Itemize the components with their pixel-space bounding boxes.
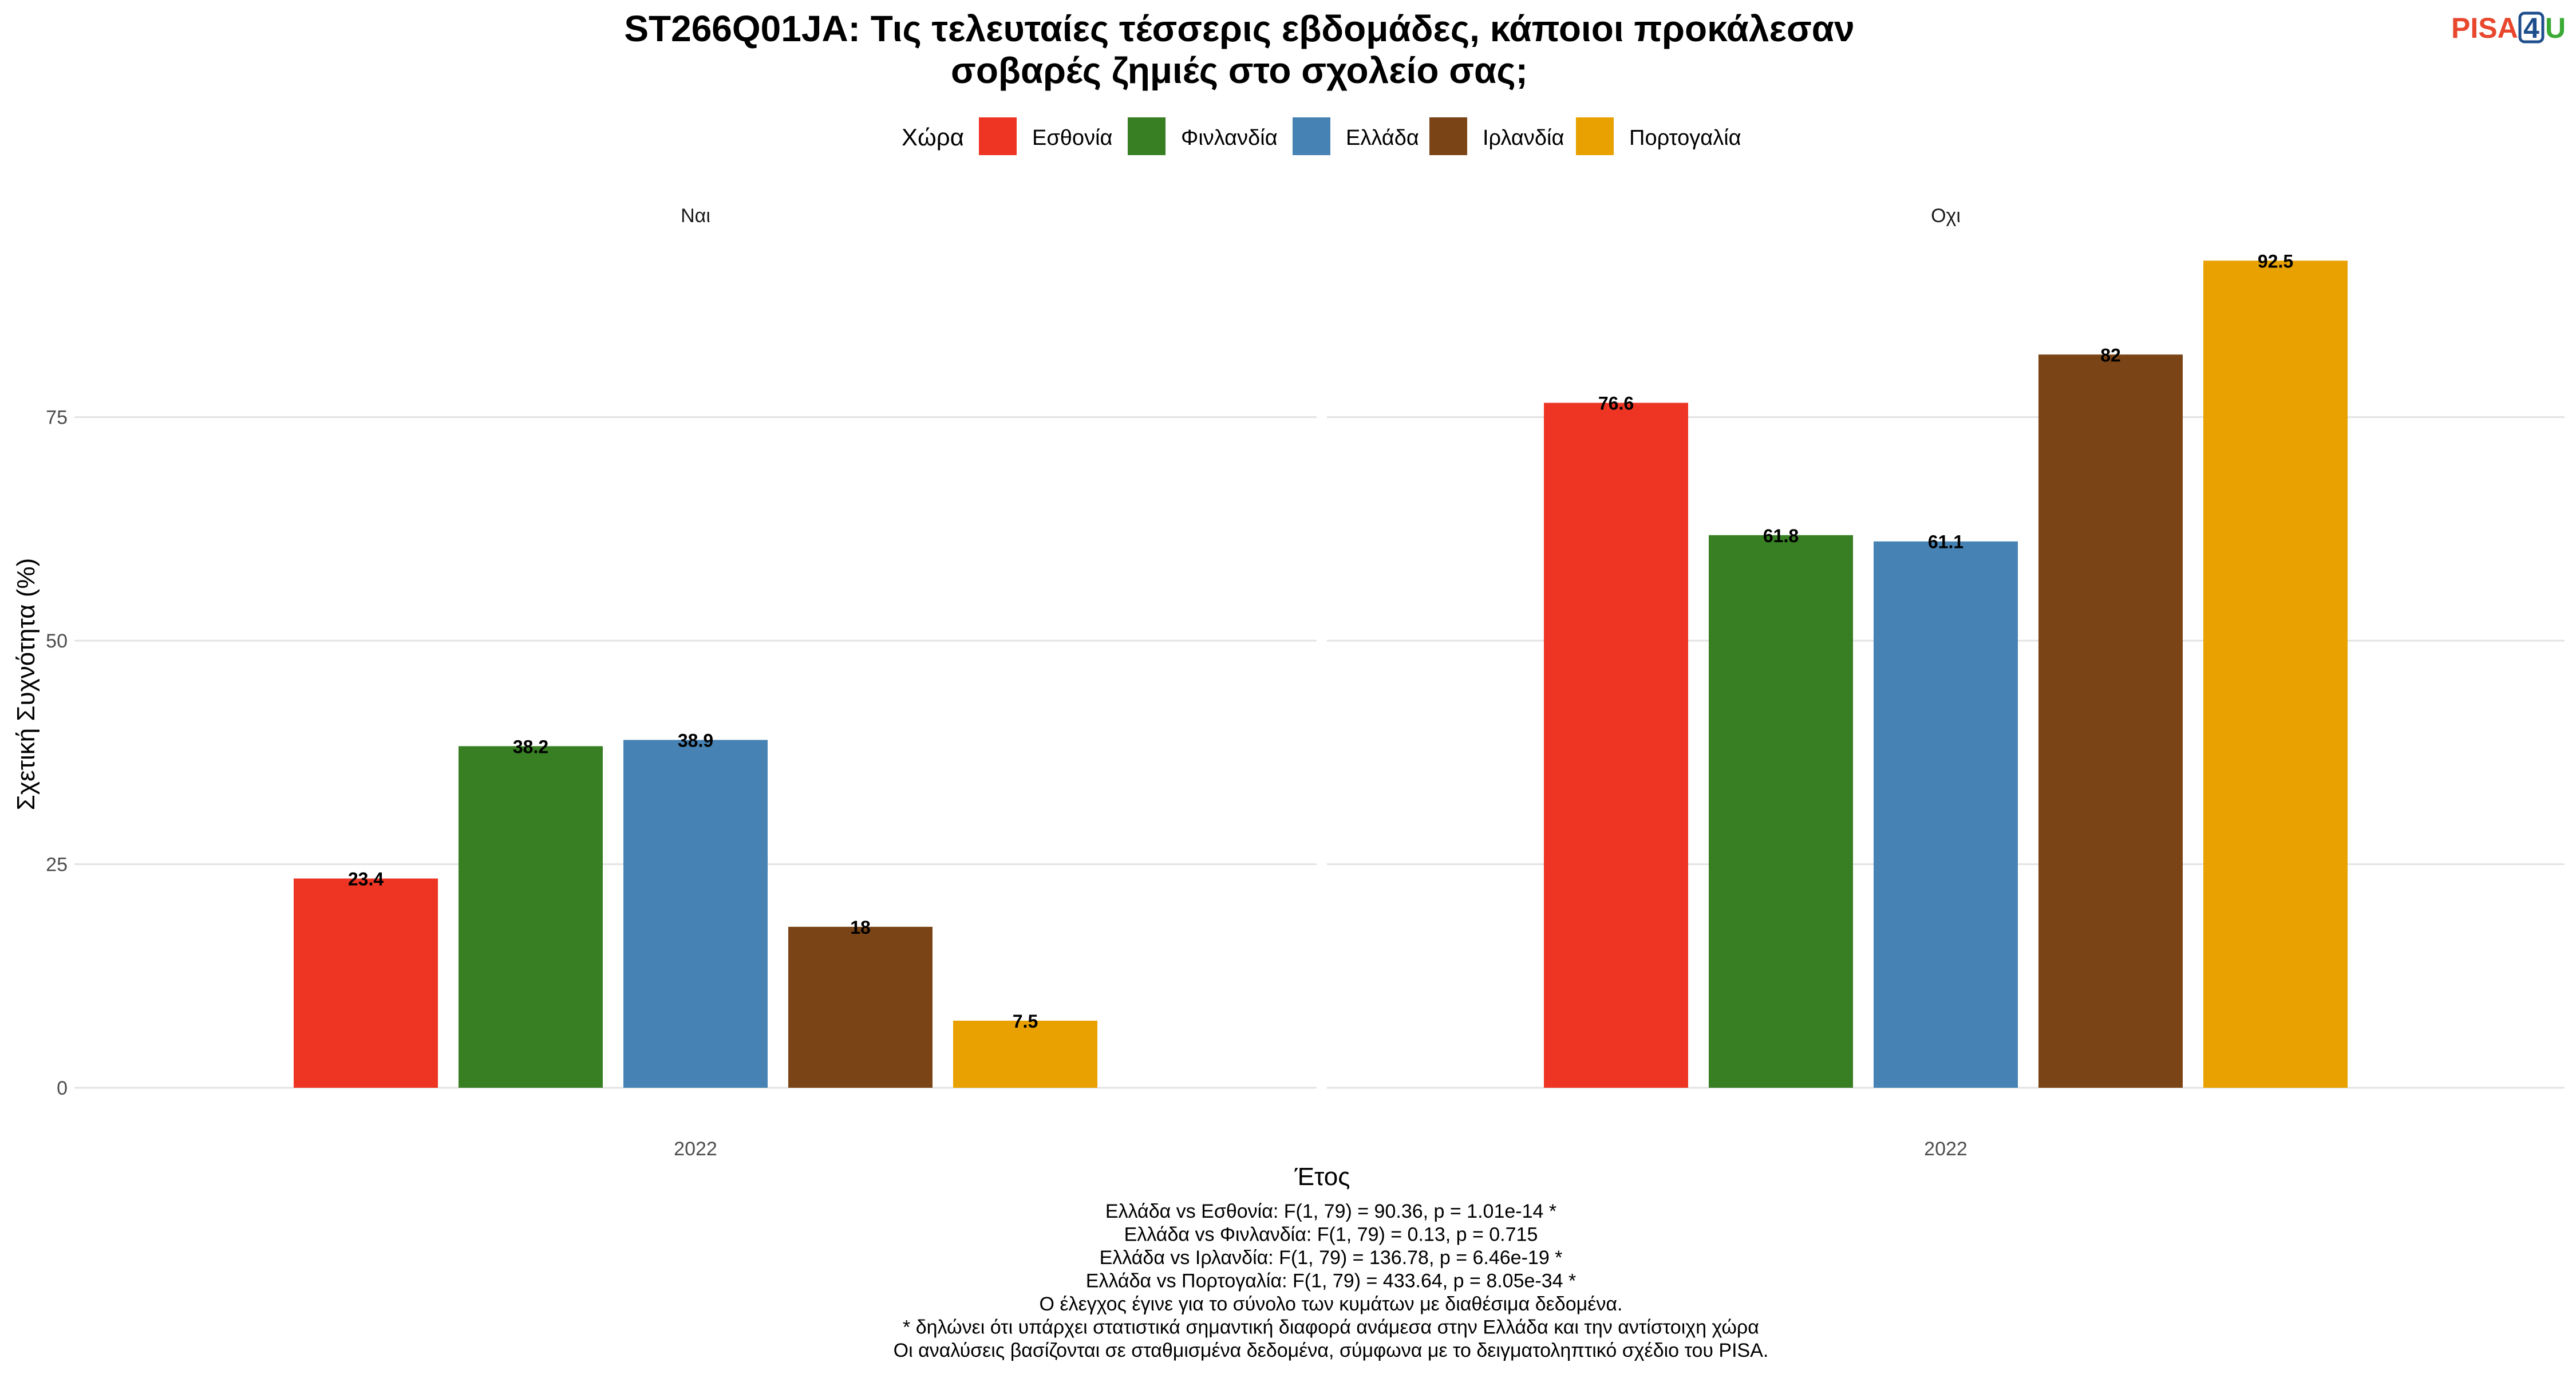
data-label: 92.5	[2258, 251, 2293, 271]
bar	[2038, 354, 2183, 1088]
x-tick-label: 2022	[674, 1138, 717, 1160]
bar	[1544, 402, 1688, 1088]
y-axis-title: Σχετική Συχνότητα (%)	[12, 558, 40, 811]
x-tick-label: 2022	[1924, 1138, 1967, 1160]
caption-line: Ελλάδα vs Ιρλανδία: F(1, 79) = 136.78, p…	[1100, 1247, 1563, 1269]
legend: Χώρα Εσθονία Φινλανδία Ελλάδα Ιρλανδία Πορτο…	[902, 117, 1741, 155]
caption-line: Οι αναλύσεις βασίζονται σε σταθμισμένα δ…	[894, 1340, 1769, 1361]
bar	[459, 746, 603, 1088]
legend-label: Φινλανδία	[1181, 126, 1278, 150]
facet-panel: Ναι 23.4 38.2 38.9 18 7.5 2022	[74, 205, 1317, 1160]
data-label: 61.1	[1928, 532, 1963, 552]
logo-text-pisa: PISA	[2451, 12, 2518, 44]
logo-text-4: 4	[2523, 12, 2539, 44]
bar	[623, 740, 768, 1088]
bar	[294, 878, 438, 1088]
legend-label: Πορτογαλία	[1629, 126, 1741, 150]
y-tick-label: 50	[46, 630, 68, 652]
bar	[1709, 535, 1853, 1088]
legend-swatch	[1429, 117, 1467, 155]
chart-title-line-2: σοβαρές ζημιές στο σχολείο σας;	[951, 50, 1528, 91]
chart-title-line-1: ST266Q01JA: Τις τελευταίες τέσσερις εβδο…	[624, 8, 1854, 49]
legend-label: Ελλάδα	[1346, 126, 1419, 150]
x-axis-title: Έτος	[1294, 1163, 1350, 1191]
logo-box	[2518, 11, 2545, 44]
legend-swatch	[979, 117, 1017, 155]
data-label: 38.9	[678, 730, 713, 751]
chart-title: ST266Q01JA: Τις τελευταίες τέσσερις εβδο…	[624, 8, 1854, 91]
caption-line: Ελλάδα vs Εσθονία: F(1, 79) = 90.36, p =…	[1105, 1201, 1556, 1222]
legend-swatch	[1576, 117, 1614, 155]
y-tick-label: 75	[46, 407, 68, 429]
data-label: 76.6	[1598, 393, 1634, 414]
legend-label: Εσθονία	[1032, 126, 1112, 150]
data-label: 61.8	[1763, 526, 1799, 546]
facet-panel: Οχι 76.6 61.8 61.1 82 92.5 2022	[1327, 205, 2565, 1160]
data-label: 38.2	[513, 736, 548, 757]
data-label: 23.4	[348, 869, 384, 890]
bar	[2203, 260, 2348, 1088]
data-label: 7.5	[1013, 1011, 1038, 1032]
legend-swatch	[1128, 117, 1165, 155]
bar	[1874, 541, 2018, 1088]
data-label: 82	[2100, 345, 2121, 365]
facet-label: Οχι	[1931, 205, 1961, 227]
logo-text-u: U	[2545, 12, 2566, 44]
caption-line: Ο έλεγχος έγινε για το σύνολο των κυμάτω…	[1040, 1293, 1623, 1315]
data-label: 18	[850, 917, 871, 938]
legend-label: Ιρλανδία	[1483, 126, 1564, 150]
bar	[788, 926, 933, 1088]
pisa4u-logo: PISA 4 U	[2451, 11, 2566, 44]
legend-swatch	[1293, 117, 1330, 155]
caption-line: Ελλάδα vs Πορτογαλία: F(1, 79) = 433.64,…	[1086, 1270, 1576, 1292]
plot-area: Ναι 23.4 38.2 38.9 18 7.5 2022 Οχι 76.6 61.8 61.1 8…	[46, 205, 2565, 1160]
legend-title: Χώρα	[902, 124, 964, 151]
caption: Ελλάδα vs Εσθονία: F(1, 79) = 90.36, p =…	[894, 1201, 1769, 1361]
y-tick-label: 25	[46, 854, 68, 876]
y-axis-ticks: 0 25 50 75	[46, 407, 68, 1099]
y-tick-label: 0	[57, 1077, 68, 1099]
caption-line: Ελλάδα vs Φινλανδία: F(1, 79) = 0.13, p …	[1124, 1224, 1538, 1246]
bar	[953, 1020, 1097, 1088]
facet-label: Ναι	[681, 205, 710, 227]
caption-line: * δηλώνει ότι υπάρχει στατιστικά σημαντι…	[903, 1317, 1759, 1339]
